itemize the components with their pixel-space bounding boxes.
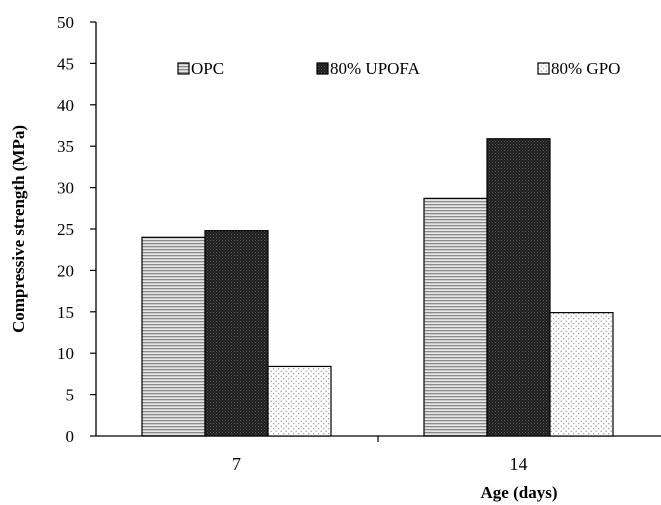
y-axis-title: Compressive strength (MPa) (9, 125, 28, 333)
y-tick-label: 40 (57, 96, 74, 115)
y-tick-label: 50 (57, 13, 74, 32)
bar-opc-7 (141, 236, 206, 437)
y-tick-label: 10 (57, 344, 74, 363)
y-tick-label: 30 (57, 179, 74, 198)
y-tick-label: 15 (57, 303, 74, 322)
y-axis: 0 5 10 15 20 25 30 35 40 45 50 (57, 13, 97, 446)
legend-label: 80% GPO (551, 59, 620, 78)
bar-80-upofa-7 (204, 230, 269, 437)
y-tick-label: 25 (57, 220, 74, 239)
x-ticks: 7 14 (232, 436, 528, 474)
legend-swatch (177, 62, 190, 75)
bar-80-gpo-14 (549, 312, 614, 437)
legend-label: OPC (191, 59, 224, 78)
y-tick-label: 45 (57, 54, 74, 73)
x-tick-label: 14 (510, 454, 528, 474)
y-tick-label: 5 (66, 386, 75, 405)
bar-80-upofa-14 (486, 138, 551, 437)
y-tick-label: 20 (57, 261, 74, 280)
legend: OPC 80% UPOFA 80% GPO (177, 59, 620, 78)
bar-opc-14 (423, 197, 488, 437)
x-tick-label: 7 (232, 454, 241, 474)
legend-label: 80% UPOFA (330, 59, 421, 78)
bar-80-gpo-7 (267, 365, 332, 437)
bars (141, 138, 614, 437)
x-axis-title: Age (days) (481, 483, 558, 502)
y-ticks: 0 5 10 15 20 25 30 35 40 45 50 (57, 13, 96, 446)
legend-swatch (316, 62, 329, 75)
y-tick-label: 35 (57, 137, 74, 156)
y-tick-label: 0 (66, 427, 75, 446)
legend-swatch (537, 62, 550, 75)
